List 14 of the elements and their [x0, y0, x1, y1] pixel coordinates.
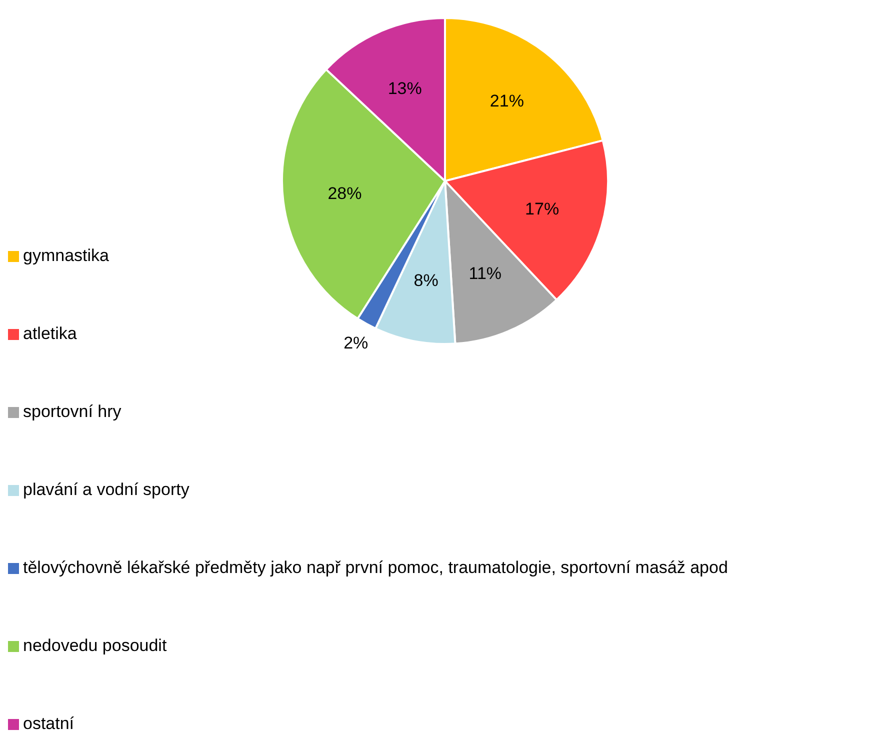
legend-label: sportovní hry [23, 402, 122, 422]
legend-label: gymnastika [23, 246, 109, 266]
data-label: 21% [490, 92, 524, 111]
data-label: 11% [468, 264, 502, 284]
legend-label: atletika [23, 324, 77, 344]
data-label: 8% [414, 270, 438, 290]
legend-label: plavání a vodní sporty [23, 480, 190, 500]
legend-label: nedovedu posoudit [23, 636, 167, 656]
data-label: 2% [344, 334, 368, 353]
legend-label: tělovýchovně lékařské předměty jako např první pomoc, traumatologie, sportovní masáž apod [23, 558, 728, 578]
legend-label: ostatní [23, 714, 74, 734]
data-label: 13% [388, 78, 422, 98]
data-label: 17% [525, 200, 560, 219]
data-label: 28% [328, 184, 362, 204]
